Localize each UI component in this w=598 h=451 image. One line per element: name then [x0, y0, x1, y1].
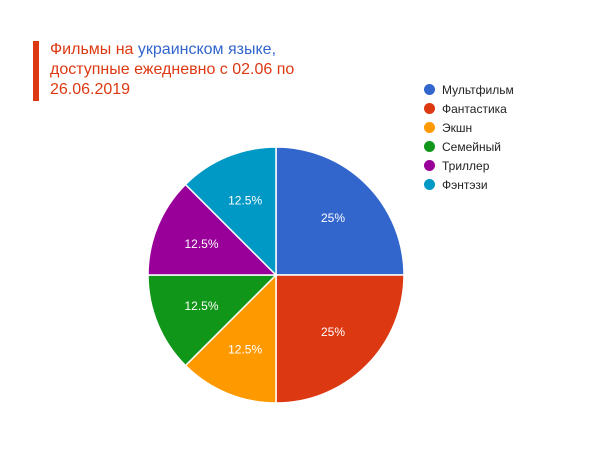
legend-swatch	[424, 122, 435, 133]
chart-title-part-2: украинском языке,	[137, 41, 277, 58]
pie-slice-label-6: 12.5%	[228, 193, 262, 207]
pie-slice-3[interactable]	[184, 273, 277, 404]
legend-item[interactable]: Семейный	[424, 137, 514, 156]
pie-slice-label-5: 12.5%	[184, 237, 218, 251]
legend-swatch	[424, 141, 435, 152]
legend-label: Экшн	[442, 120, 473, 135]
legend-swatch	[424, 160, 435, 171]
legend-item[interactable]: Триллер	[424, 156, 514, 175]
legend-swatch	[424, 179, 435, 190]
pie-slice-label-3: 12.5%	[228, 343, 262, 357]
legend-label: Мультфильм	[442, 82, 514, 97]
chart-title: Фильмы на украинском языке, доступные еж…	[50, 40, 330, 100]
pie-slice-label-4: 12.5%	[184, 299, 218, 313]
legend: Мультфильм Фантастика Экшн Семейный Триллер Ф…	[424, 80, 514, 194]
pie-slice-5[interactable]	[147, 183, 278, 276]
title-accent-bar	[33, 41, 39, 101]
pie-slice-6[interactable]	[184, 146, 277, 277]
legend-label: Семейный	[442, 139, 501, 154]
pie-slice-1[interactable]	[275, 146, 405, 276]
legend-item[interactable]: Фантастика	[424, 99, 514, 118]
chart-title-part-3: доступные ежедневно с 02.06 по 26.06.201…	[50, 61, 295, 98]
legend-item[interactable]: Фэнтэзи	[424, 175, 514, 194]
legend-swatch	[424, 103, 435, 114]
legend-label: Фэнтэзи	[442, 177, 488, 192]
legend-swatch	[424, 84, 435, 95]
legend-label: Фантастика	[442, 101, 507, 116]
pie-slice-2[interactable]	[275, 274, 405, 404]
pie-slice-label-2: 25%	[321, 325, 345, 339]
pie-slice-4[interactable]	[147, 274, 278, 367]
legend-item[interactable]: Мультфильм	[424, 80, 514, 99]
chart-title-part-1: Фильмы на	[50, 41, 138, 58]
pie-slice-label-1: 25%	[321, 211, 345, 225]
legend-label: Триллер	[442, 158, 490, 173]
legend-item[interactable]: Экшн	[424, 118, 514, 137]
